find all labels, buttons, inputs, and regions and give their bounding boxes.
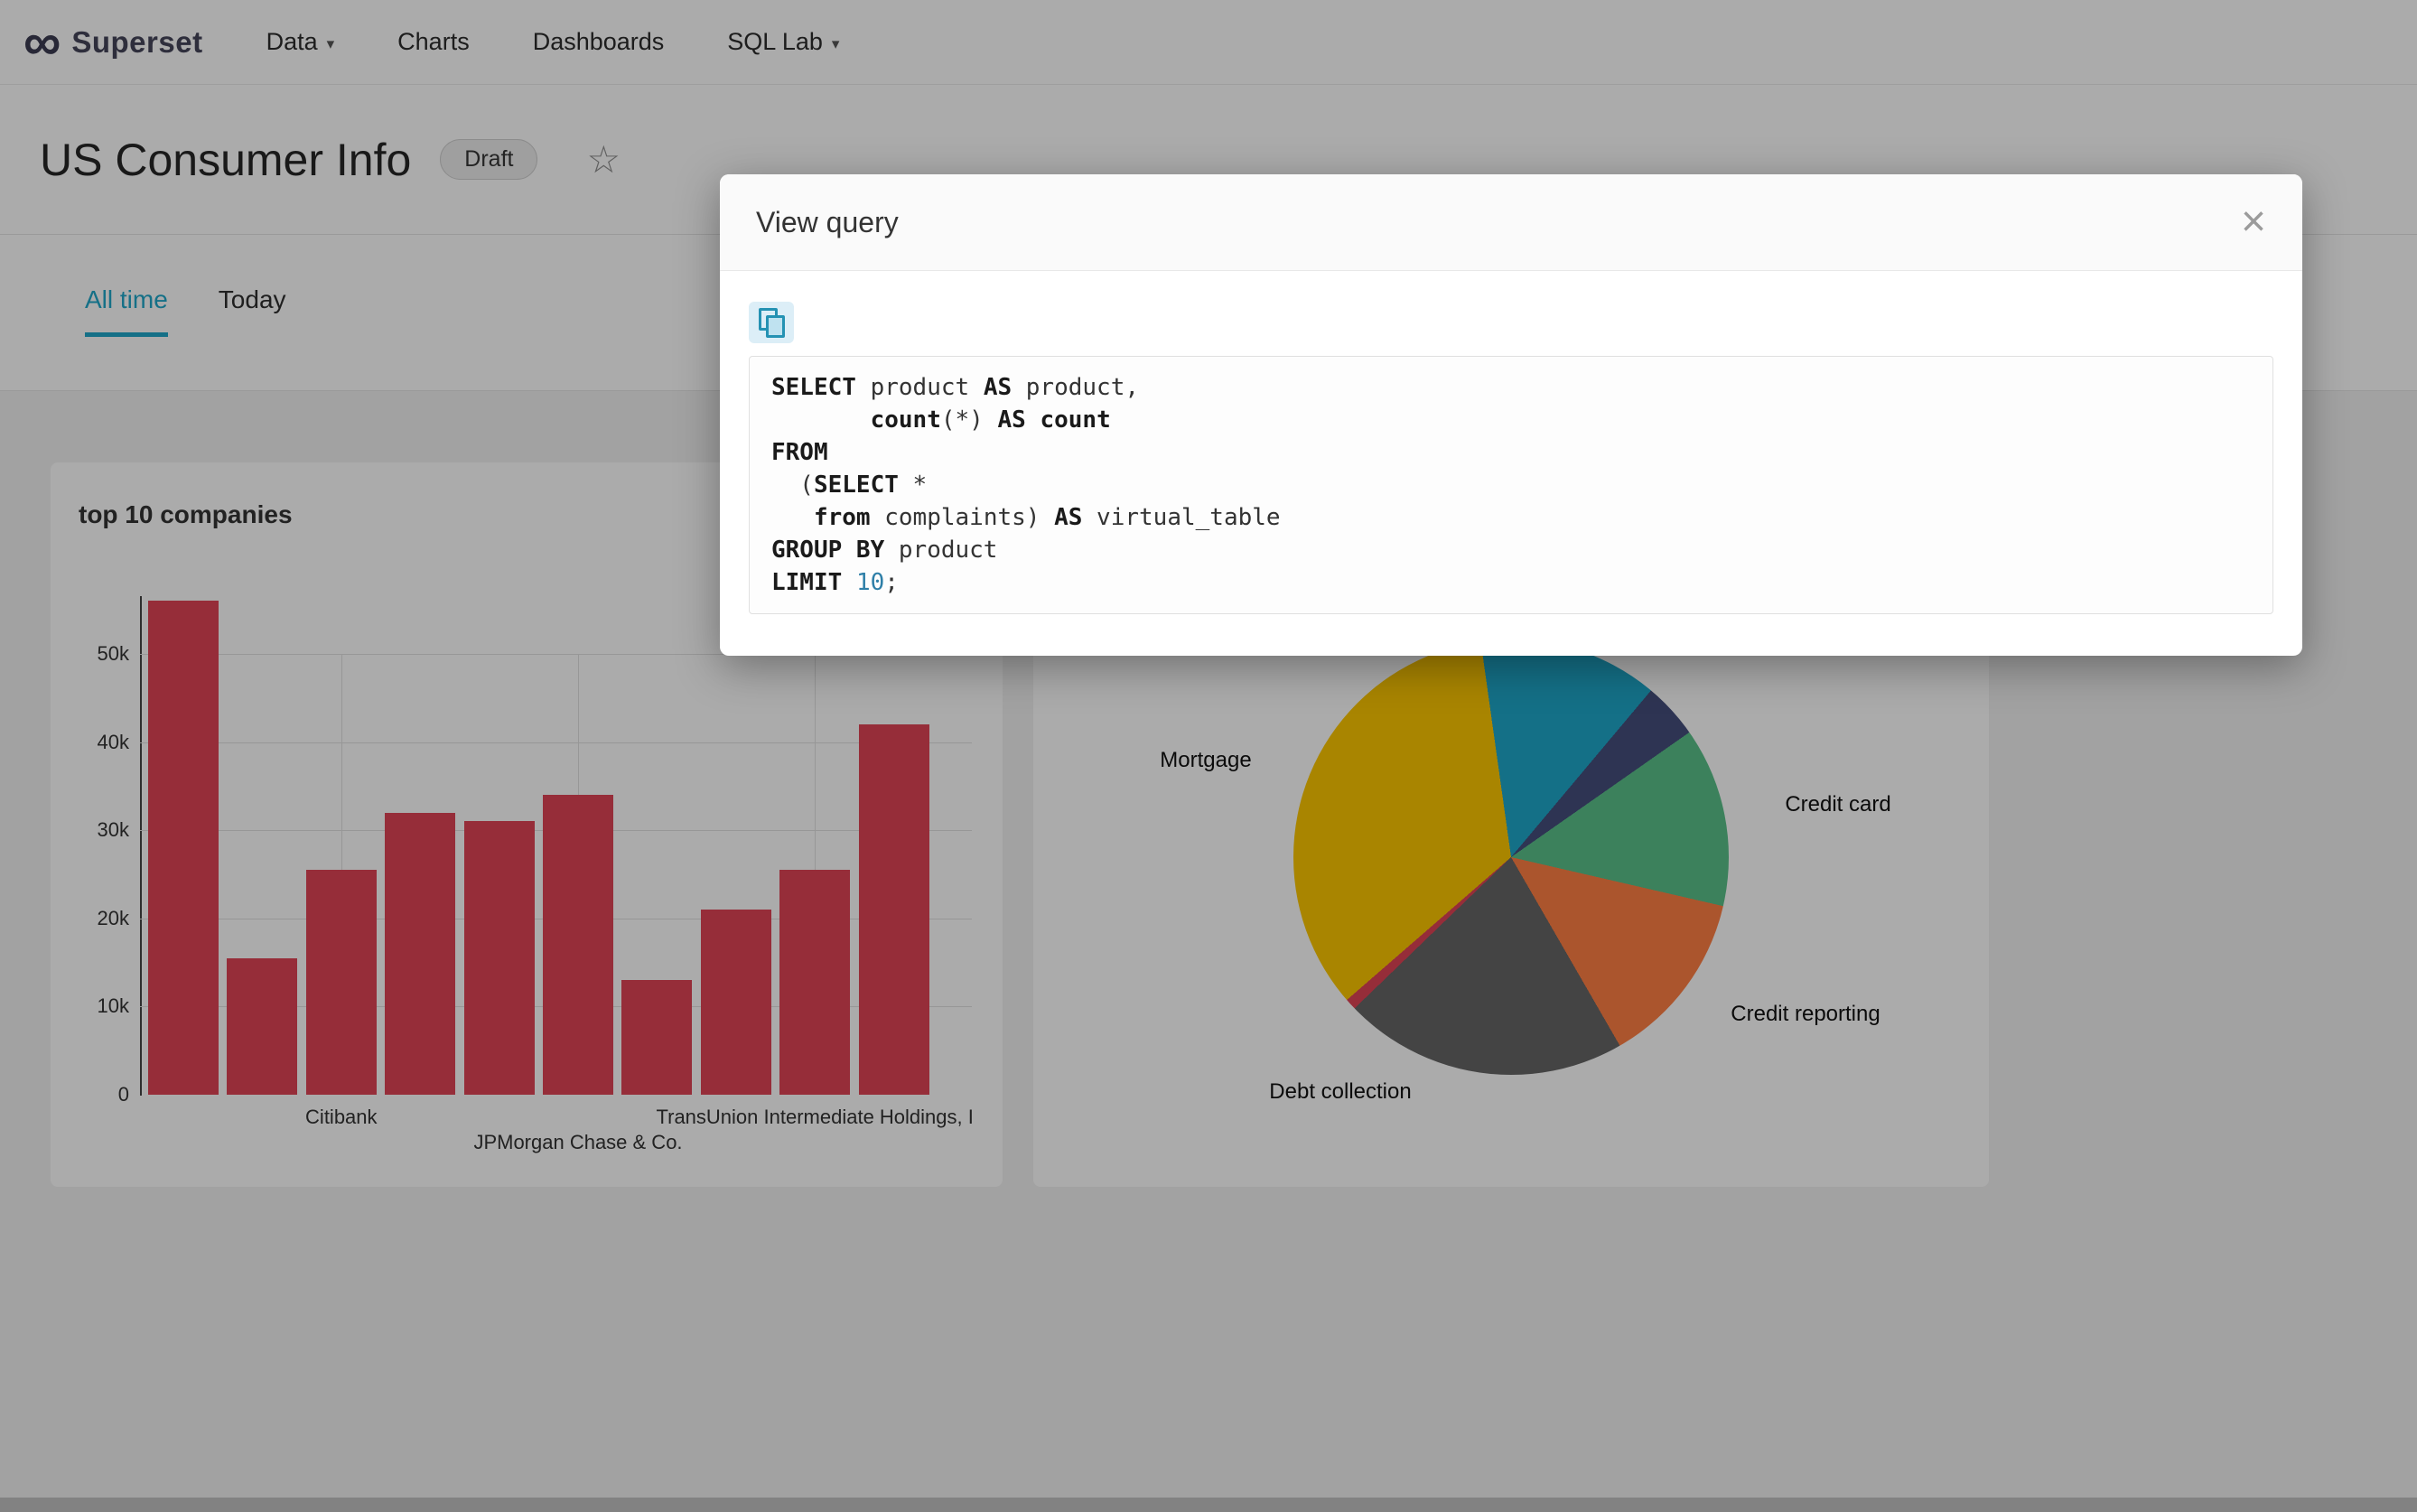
bar-7[interactable] [700, 910, 771, 1095]
pie-slice-label: Credit card [1785, 792, 1891, 817]
sql-line: GROUP BY product [771, 537, 998, 564]
bar-6[interactable] [621, 980, 693, 1095]
chart-title: top 10 companies [79, 500, 293, 528]
gridline-h [140, 654, 972, 655]
modal-body: SELECT product AS product, count(*) AS c… [720, 271, 2302, 656]
y-axis-tick: 10k [97, 994, 129, 1018]
sql-line: (SELECT * [771, 471, 928, 499]
y-axis-tick: 20k [97, 906, 129, 929]
nav-item-data[interactable]: Data ▾ [266, 28, 335, 56]
modal-header: View query × [720, 174, 2302, 271]
bar-8[interactable] [779, 870, 851, 1095]
pie-slice-label: Mortgage [1160, 748, 1252, 772]
view-query-modal: View query × SELECT product AS product, … [720, 174, 2302, 656]
pie-slice-label: Credit reporting [1731, 1002, 1880, 1026]
nav-menu: Data ▾ Charts Dashboards SQL Lab ▾ [266, 28, 840, 56]
bar-2[interactable] [305, 870, 377, 1095]
favorite-star-icon[interactable]: ☆ [586, 138, 621, 181]
bar-1[interactable] [227, 957, 298, 1095]
navbar: ∞ Superset Data ▾ Charts Dashboards SQL … [0, 0, 2417, 85]
bar-4[interactable] [463, 821, 535, 1095]
bar-9[interactable] [858, 724, 929, 1095]
tab-today[interactable]: Today [218, 285, 286, 313]
bar-0[interactable] [148, 601, 219, 1095]
nav-item-label: Data [266, 28, 318, 55]
sql-line: LIMIT 10; [771, 569, 899, 596]
bottom-strip [0, 1498, 2417, 1512]
sql-line: FROM [771, 439, 828, 466]
gridline-h [140, 742, 972, 743]
x-axis-label: JPMorgan Chase & Co. [473, 1131, 683, 1153]
nav-item-sql-lab[interactable]: SQL Lab ▾ [727, 28, 839, 56]
y-axis-tick: 50k [97, 642, 129, 665]
sql-line: count(*) AS count [870, 406, 1111, 434]
nav-item-dashboards[interactable]: Dashboards [533, 28, 665, 56]
y-axis-line [140, 596, 142, 1096]
x-axis-label: TransUnion Intermediate Holdings, I [656, 1106, 974, 1128]
pie-slice-label: Debt collection [1269, 1079, 1412, 1104]
copy-query-button[interactable] [749, 302, 794, 343]
caret-down-icon: ▾ [831, 35, 840, 52]
brand-name: Superset [71, 24, 203, 59]
nav-item-label: Dashboards [532, 28, 665, 55]
x-axis-label: Citibank [305, 1106, 378, 1128]
status-badge[interactable]: Draft [440, 139, 538, 180]
copy-icon [759, 308, 785, 338]
bar-5[interactable] [543, 795, 613, 1095]
sql-line: from complaints) AS virtual_table [813, 504, 1281, 531]
y-axis-tick: 40k [97, 730, 129, 753]
caret-down-icon: ▾ [326, 35, 335, 52]
superset-logo-icon: ∞ [23, 12, 61, 71]
sql-line: SELECT product AS product, [771, 374, 1140, 401]
close-icon[interactable]: × [2240, 198, 2266, 246]
y-axis-tick: 30k [97, 818, 129, 842]
nav-item-charts[interactable]: Charts [397, 28, 470, 56]
brand[interactable]: ∞ Superset [23, 12, 203, 71]
pie-chart[interactable] [1293, 639, 1729, 1075]
bar-3[interactable] [385, 812, 456, 1095]
nav-item-label: Charts [397, 28, 470, 55]
tab-all-time[interactable]: All time [85, 285, 168, 337]
nav-item-label: SQL Lab [727, 28, 823, 55]
sql-query-code[interactable]: SELECT product AS product, count(*) AS c… [749, 356, 2273, 614]
y-axis-tick: 0 [117, 1083, 129, 1106]
modal-title: View query [756, 205, 899, 238]
page-title: US Consumer Info [40, 134, 412, 185]
